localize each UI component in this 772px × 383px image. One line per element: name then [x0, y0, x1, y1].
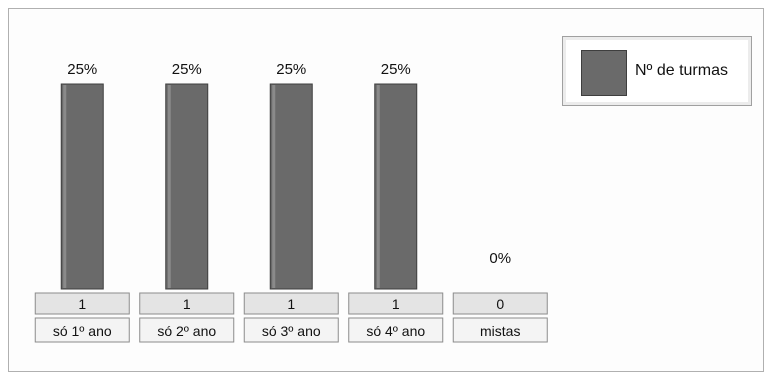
bar-highlight	[167, 85, 171, 288]
data-label: 25%	[172, 61, 202, 78]
data-label: 0%	[489, 250, 511, 267]
legend-label: Nº de turmas	[635, 62, 728, 79]
category-cell	[243, 317, 339, 343]
value-cell-text: 1	[392, 296, 400, 312]
value-cell	[243, 292, 339, 315]
category-label: só 1º ano	[53, 323, 112, 339]
category-cell	[34, 317, 130, 343]
value-cell	[34, 292, 130, 315]
value-cell-text: 1	[78, 296, 86, 312]
legend-swatch	[581, 50, 627, 96]
bar	[269, 83, 313, 290]
data-label: 25%	[276, 61, 306, 78]
value-cell	[348, 292, 444, 315]
bar-highlight	[63, 85, 67, 288]
category-cell	[139, 317, 235, 343]
value-cell	[452, 292, 548, 315]
category-label: mistas	[480, 323, 520, 339]
bar	[60, 83, 104, 290]
bar-highlight	[272, 85, 276, 288]
bar-highlight	[376, 85, 380, 288]
value-cell-text: 1	[183, 296, 191, 312]
value-cell-text: 1	[287, 296, 295, 312]
category-cell	[452, 317, 548, 343]
category-cell	[348, 317, 444, 343]
data-label: 25%	[67, 61, 97, 78]
category-label: só 3º ano	[262, 323, 321, 339]
category-label: só 4º ano	[366, 323, 425, 339]
value-cell	[139, 292, 235, 315]
bar	[165, 83, 209, 290]
legend: Nº de turmas	[562, 36, 752, 106]
category-label: só 2º ano	[157, 323, 216, 339]
bar	[374, 83, 418, 290]
data-label: 25%	[381, 61, 411, 78]
value-cell-text: 0	[496, 296, 504, 312]
